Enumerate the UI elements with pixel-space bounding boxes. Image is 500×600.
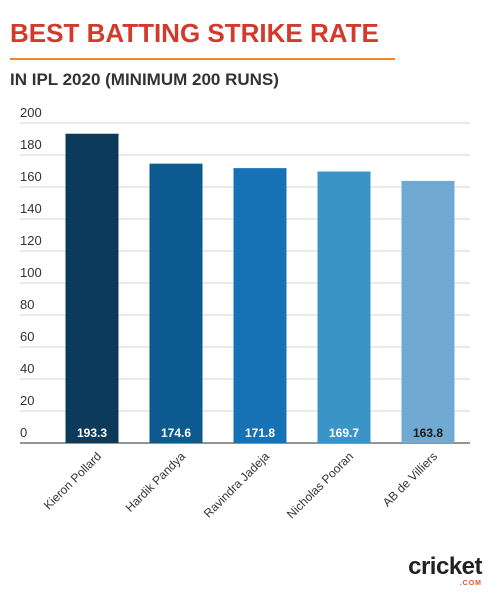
logo-suffix: .COM bbox=[459, 580, 482, 587]
y-tick-label: 160 bbox=[20, 169, 42, 184]
y-tick-label: 20 bbox=[20, 393, 34, 408]
y-tick-label: 80 bbox=[20, 297, 34, 312]
y-tick-label: 40 bbox=[20, 361, 34, 376]
chart-title: BEST BATTING STRIKE RATE bbox=[10, 18, 379, 48]
y-tick-label: 60 bbox=[20, 329, 34, 344]
x-category-label: AB de Villiers bbox=[380, 449, 440, 509]
brand-logo: cricket .COM bbox=[408, 553, 482, 588]
x-category-label: Nicholas Pooran bbox=[284, 449, 356, 521]
bar-value-label: 171.8 bbox=[245, 426, 275, 440]
logo-wordmark: cricket bbox=[408, 553, 482, 580]
y-tick-label: 120 bbox=[20, 233, 42, 248]
bar-layer bbox=[65, 133, 455, 444]
y-tick-label: 180 bbox=[20, 137, 42, 152]
x-category-label: Ravindra Jadeja bbox=[201, 449, 272, 520]
bar-value-label: 193.3 bbox=[77, 426, 107, 440]
y-tick-label: 200 bbox=[20, 105, 42, 120]
bar bbox=[65, 133, 119, 443]
bar-value-label: 174.6 bbox=[161, 426, 191, 440]
bar bbox=[401, 180, 455, 444]
chart-subtitle: IN IPL 2020 (MINIMUM 200 RUNS) bbox=[10, 70, 279, 89]
bar bbox=[317, 171, 371, 444]
bar-value-label: 163.8 bbox=[413, 426, 443, 440]
x-category-label: Hardik Pandya bbox=[123, 449, 189, 515]
x-category-label: Kieron Pollard bbox=[41, 449, 104, 512]
bar-value-label: 169.7 bbox=[329, 426, 359, 440]
y-tick-label: 100 bbox=[20, 265, 42, 280]
title-underline bbox=[10, 58, 395, 60]
y-tick-label: 140 bbox=[20, 201, 42, 216]
bar bbox=[149, 163, 203, 443]
bar bbox=[233, 168, 287, 443]
y-tick-label: 0 bbox=[20, 425, 27, 440]
